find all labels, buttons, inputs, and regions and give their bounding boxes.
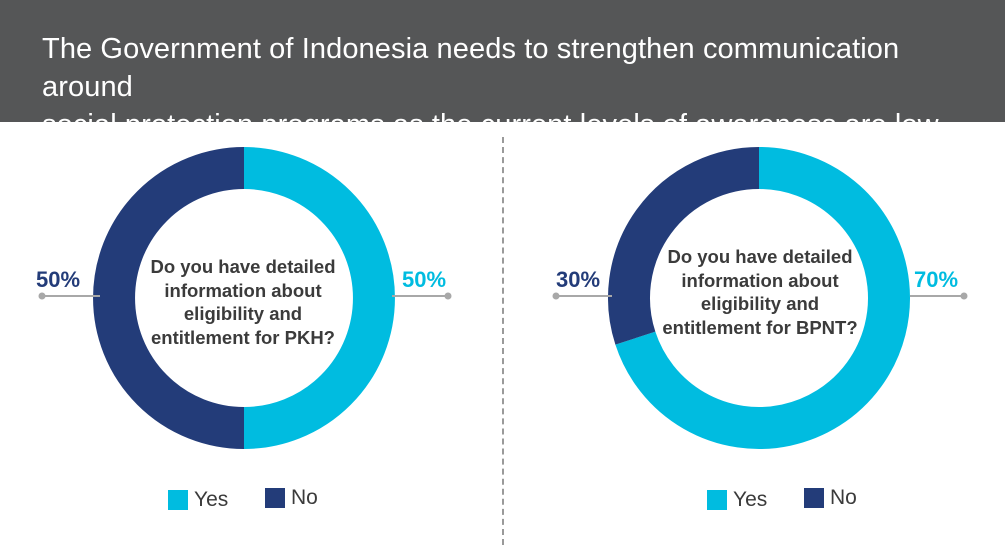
pkh-yes-percent-label: 50% xyxy=(402,267,447,292)
header-banner: The Government of Indonesia needs to str… xyxy=(0,0,1005,141)
pkh-question-line: information about xyxy=(164,279,322,301)
legend-swatch-yes xyxy=(168,490,188,510)
pkh-leader-dot-left xyxy=(38,292,46,300)
bpnt-no-percent-label: 30% xyxy=(556,267,601,292)
title-line-1: The Government of Indonesia needs to str… xyxy=(42,33,900,103)
pkh-leader-dot-right xyxy=(444,292,452,300)
pkh-question-line: entitlement for PKH? xyxy=(151,326,335,348)
bpnt-question-line: Do you have detailed xyxy=(667,246,853,267)
bpnt-question-line: information about xyxy=(681,269,839,291)
pkh-question-line: eligibility and xyxy=(183,303,303,324)
title-line-2: social protection programs as the curren… xyxy=(42,109,939,141)
pkh-slice-yes xyxy=(243,147,395,449)
legend-label-no: No xyxy=(830,486,857,509)
bpnt-slice-no xyxy=(608,147,760,345)
pkh-slice-no xyxy=(93,147,245,449)
legend-swatch-no xyxy=(804,488,824,508)
legend-label-yes: Yes xyxy=(194,488,229,511)
pkh-legend-yes: Yes xyxy=(168,488,228,512)
bpnt-question-line: entitlement for BPNT? xyxy=(662,316,858,338)
bpnt-question-line: eligibility and xyxy=(700,293,820,314)
page-title: The Government of Indonesia needs to str… xyxy=(42,30,981,144)
bpnt-donut-chart xyxy=(552,147,968,449)
pkh-legend-no: No xyxy=(265,486,318,510)
legend-label-no: No xyxy=(291,486,318,509)
pkh-question: Do you have detailed information about e… xyxy=(133,255,353,349)
bpnt-yes-percent-label: 70% xyxy=(914,267,959,292)
bpnt-question: Do you have detailed information about e… xyxy=(650,245,870,339)
bpnt-leader-dot-left xyxy=(552,292,560,300)
bpnt-slice-yes xyxy=(615,147,910,449)
bpnt-legend-no: No xyxy=(804,486,857,510)
pkh-question-line: Do you have detailed xyxy=(150,256,336,277)
bpnt-leader-dot-right xyxy=(960,292,968,300)
bpnt-legend-yes: Yes xyxy=(707,488,767,512)
pkh-donut-chart xyxy=(38,147,452,449)
legend-swatch-no xyxy=(265,488,285,508)
legend-label-yes: Yes xyxy=(733,488,768,511)
chart-divider xyxy=(502,137,504,545)
legend-swatch-yes xyxy=(707,490,727,510)
pkh-no-percent-label: 50% xyxy=(36,267,81,292)
